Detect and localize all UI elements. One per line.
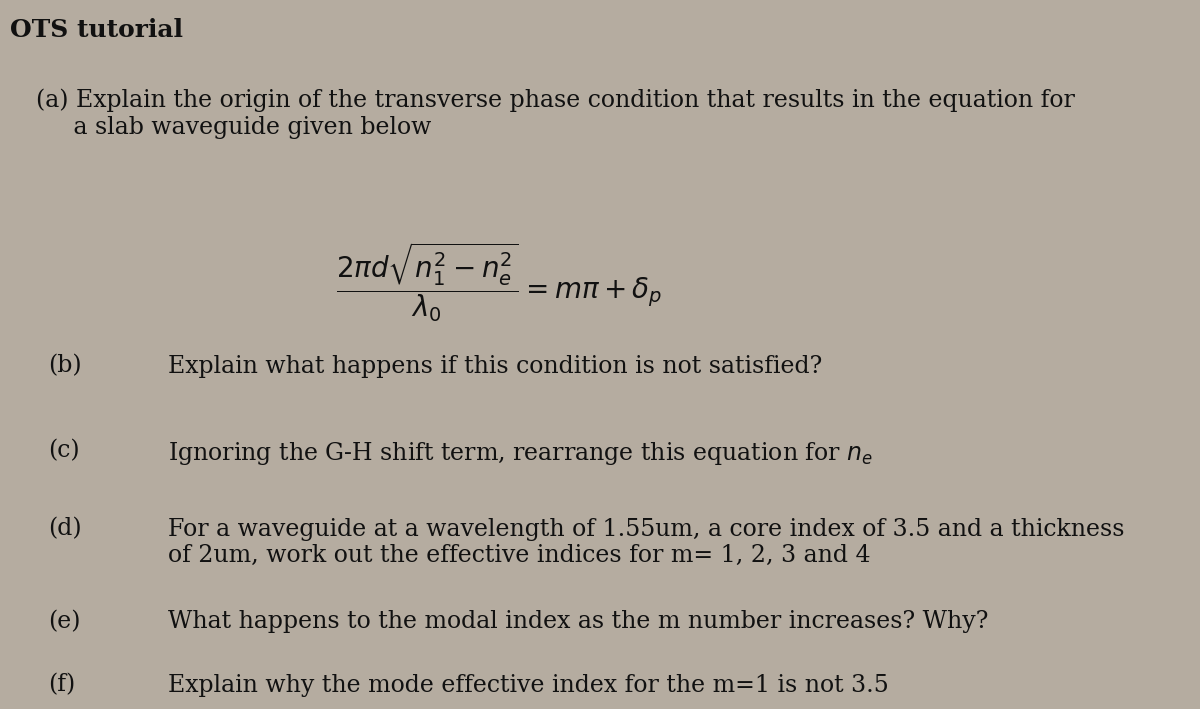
Text: OTS tutorial: OTS tutorial: [10, 18, 182, 42]
Text: (f): (f): [48, 674, 76, 696]
Text: (c): (c): [48, 440, 79, 462]
Text: (b): (b): [48, 354, 82, 377]
Text: Explain what happens if this condition is not satisfied?: Explain what happens if this condition i…: [168, 354, 822, 377]
Text: For a waveguide at a wavelength of 1.55um, a core index of 3.5 and a thickness
o: For a waveguide at a wavelength of 1.55u…: [168, 518, 1124, 567]
Text: Explain why the mode effective index for the m=1 is not 3.5: Explain why the mode effective index for…: [168, 674, 889, 696]
Text: $\dfrac{2\pi d\sqrt{n_1^2 - n_e^2}}{\lambda_0} = m\pi + \delta_p$: $\dfrac{2\pi d\sqrt{n_1^2 - n_e^2}}{\lam…: [336, 241, 662, 324]
Text: (d): (d): [48, 518, 82, 540]
Text: Ignoring the G-H shift term, rearrange this equation for $n_e$: Ignoring the G-H shift term, rearrange t…: [168, 440, 872, 467]
Text: (a) Explain the origin of the transverse phase condition that results in the equ: (a) Explain the origin of the transverse…: [36, 89, 1075, 139]
Text: (e): (e): [48, 610, 80, 632]
Text: What happens to the modal index as the m number increases? Why?: What happens to the modal index as the m…: [168, 610, 989, 632]
